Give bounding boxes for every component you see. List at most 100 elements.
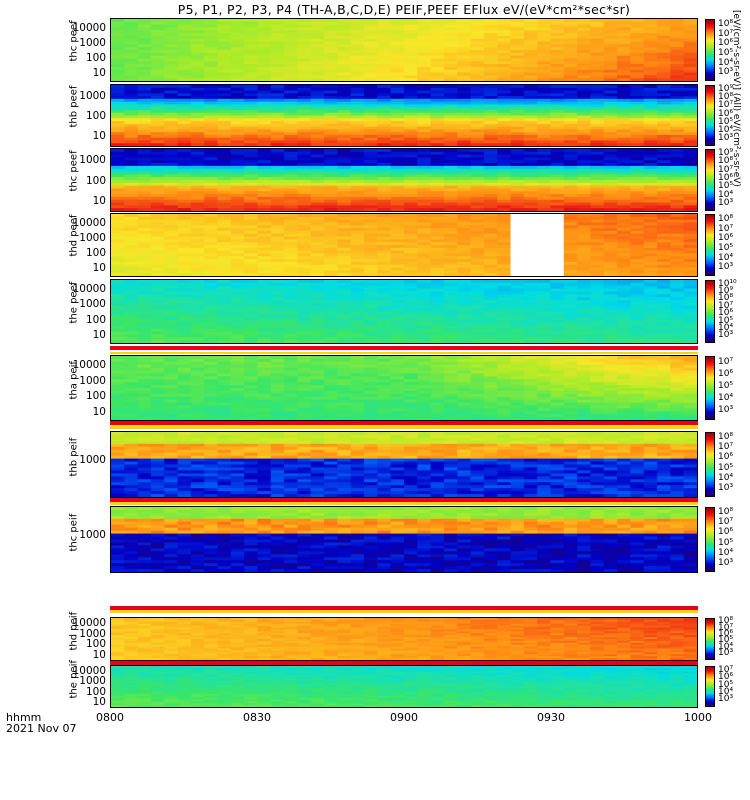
spectrogram-cell	[590, 188, 605, 192]
spectrogram-cell	[443, 163, 458, 167]
spectrogram-cell	[284, 314, 299, 318]
spectrogram-cell	[670, 340, 685, 343]
spectrogram-cell	[150, 361, 165, 366]
spectrogram-cell	[244, 121, 259, 125]
spectrogram-cell	[164, 132, 179, 136]
spectrogram-cell	[603, 66, 618, 71]
spectrogram-cell	[164, 123, 179, 128]
spectrogram-cell	[217, 205, 232, 209]
spectrogram-cell	[137, 50, 152, 54]
spectrogram-cell	[550, 236, 565, 240]
spectrogram-cell	[537, 331, 552, 336]
spectrogram-cell	[417, 129, 432, 133]
spectrogram-cell	[364, 194, 378, 198]
spectrogram-cell	[497, 233, 512, 238]
spectrogram-cell	[111, 163, 125, 167]
spectrogram-cell	[470, 78, 485, 81]
spectrogram-cell	[577, 270, 592, 274]
spectrogram-cell	[217, 140, 232, 144]
spectrogram-cell	[297, 123, 312, 128]
spectrogram-cell	[364, 129, 378, 133]
spectrogram-cell	[457, 118, 472, 122]
spectrogram-cell	[364, 19, 378, 23]
spectrogram-cell	[310, 24, 325, 29]
spectrogram-cell	[457, 168, 472, 173]
spectrogram-cell	[111, 24, 125, 29]
spectrogram-cell	[150, 273, 165, 276]
spectrogram-cell	[337, 140, 352, 144]
spectrogram-cell	[337, 69, 352, 74]
spectrogram-cell	[617, 205, 632, 209]
spectrogram-cell	[177, 78, 192, 81]
spectrogram-cell	[537, 196, 552, 201]
spectrogram-cell	[111, 216, 125, 221]
spectrogram-cell	[217, 259, 232, 263]
spectrogram-cell	[497, 340, 512, 343]
spectrogram-cell	[483, 259, 498, 263]
spectrogram-cell	[577, 314, 592, 318]
spectrogram-cell	[683, 196, 697, 201]
spectrogram-cell	[230, 121, 245, 125]
spectrogram-cell	[217, 174, 232, 178]
spectrogram-cell	[590, 107, 605, 111]
spectrogram-cell	[137, 334, 152, 338]
spectrogram-cell	[603, 149, 618, 153]
spectrogram-cell	[137, 300, 152, 304]
spectrogram-cell	[683, 247, 697, 252]
spectrogram-cell	[137, 297, 152, 301]
spectrogram-cell	[324, 340, 339, 343]
spectrogram-cell	[124, 388, 139, 392]
spectrogram-cell	[230, 35, 245, 40]
spectrogram-cell	[483, 247, 498, 252]
spectrogram-cell	[310, 285, 325, 290]
spectrogram-cell	[137, 225, 152, 229]
spectrogram-cell	[377, 134, 392, 139]
spectrogram-cell	[443, 264, 458, 269]
spectrogram-cell	[244, 50, 259, 54]
spectrogram-cell	[124, 33, 139, 37]
spectrogram-cell	[497, 112, 512, 117]
spectrogram-cell	[324, 261, 339, 266]
spectrogram-cell	[350, 61, 365, 65]
spectrogram-cell	[270, 250, 285, 255]
spectrogram-cell	[270, 317, 285, 321]
spectrogram-cell	[523, 66, 538, 71]
spectrogram-cell	[483, 337, 498, 341]
spectrogram-cell	[563, 331, 578, 336]
spectrogram-cell	[150, 302, 165, 307]
spectrogram-cell	[657, 314, 671, 318]
spectrogram-cell	[177, 297, 192, 301]
spectrogram-cell	[577, 300, 592, 304]
spectrogram-cell	[617, 230, 632, 235]
spectrogram-cell	[497, 27, 512, 31]
spectrogram-cell	[324, 208, 339, 211]
spectrogram-cell	[150, 280, 165, 284]
spectrogram-cell	[603, 177, 618, 181]
spectrogram-cell	[417, 322, 432, 327]
spectrogram-cell	[337, 112, 352, 117]
spectrogram-cell	[537, 149, 552, 153]
spectrogram-cell	[470, 247, 485, 252]
spectrogram-cell	[217, 270, 232, 274]
spectrogram-cell	[590, 47, 605, 51]
spectrogram-cell	[417, 101, 432, 106]
spectrogram-cell	[617, 55, 632, 60]
spectrogram-cell	[337, 78, 352, 81]
spectrogram-cell	[337, 256, 352, 260]
spectrogram-cell	[470, 202, 485, 206]
spectrogram-cell	[550, 174, 565, 178]
spectrogram-cell	[204, 115, 219, 119]
spectrogram-cell	[164, 256, 179, 260]
spectrogram-cell	[670, 288, 685, 293]
spectrogram-cell	[350, 154, 365, 159]
spectrogram-cell	[670, 118, 685, 122]
spectrogram-cell	[284, 297, 299, 301]
spectrogram-cell	[417, 137, 432, 142]
spectrogram-cell	[537, 174, 552, 178]
spectrogram-cell	[457, 121, 472, 125]
spectrogram-cell	[617, 123, 632, 128]
spectrogram-cell	[417, 47, 432, 51]
spectrogram-cell	[230, 75, 245, 79]
spectrogram-cell	[111, 230, 125, 235]
spectrogram-cell	[324, 253, 339, 257]
